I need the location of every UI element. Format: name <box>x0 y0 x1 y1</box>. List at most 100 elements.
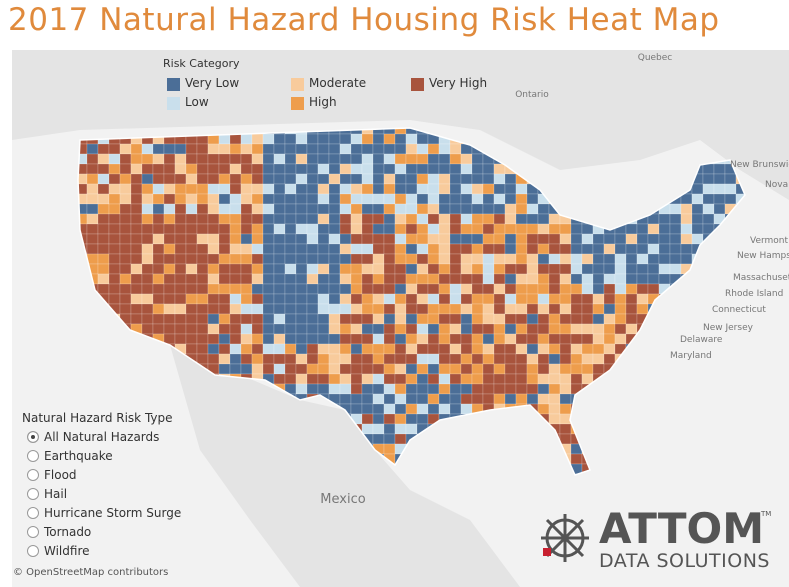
county-cell <box>328 353 341 365</box>
county-cell <box>449 263 462 275</box>
radio-label[interactable]: Earthquake <box>44 449 113 463</box>
county-cell <box>493 373 506 385</box>
radio-label[interactable]: Hurricane Storm Surge <box>44 506 182 520</box>
county-cell <box>592 333 605 345</box>
county-cell <box>702 203 715 215</box>
county-cell <box>317 143 330 155</box>
county-cell <box>383 143 396 155</box>
county-cell <box>86 233 99 245</box>
county-cell <box>581 243 594 255</box>
county-cell <box>273 233 286 245</box>
county-cell <box>108 153 121 165</box>
county-cell <box>361 273 374 285</box>
county-cell <box>526 343 539 355</box>
county-cell <box>504 183 517 195</box>
county-cell <box>350 283 363 295</box>
county-cell <box>350 333 363 345</box>
county-cell <box>251 323 264 335</box>
radio-button[interactable] <box>27 526 39 538</box>
county-cell <box>570 263 583 275</box>
legend-swatch <box>291 78 304 91</box>
county-cell <box>460 233 473 245</box>
county-cell <box>460 283 473 295</box>
radio-button[interactable] <box>27 431 39 443</box>
county-cell <box>383 253 396 265</box>
county-cell <box>262 253 275 265</box>
radio-button[interactable] <box>27 545 39 557</box>
county-cell <box>185 263 198 275</box>
county-cell <box>658 213 671 225</box>
county-cell <box>328 133 341 145</box>
county-cell <box>339 243 352 255</box>
county-cell <box>449 233 462 245</box>
county-cell <box>537 343 550 355</box>
county-cell <box>317 283 330 295</box>
county-cell <box>306 303 319 315</box>
county-cell <box>295 183 308 195</box>
county-cell <box>86 203 99 215</box>
county-cell <box>680 223 693 235</box>
county-cell <box>306 143 319 155</box>
county-cell <box>548 243 561 255</box>
county-cell <box>603 353 616 365</box>
county-cell <box>427 213 440 225</box>
county-cell <box>185 163 198 175</box>
radio-label[interactable]: Tornado <box>44 525 92 539</box>
county-cell <box>416 323 429 335</box>
county-cell <box>482 203 495 215</box>
county-cell <box>284 243 297 255</box>
radio-label[interactable]: Flood <box>44 468 77 482</box>
county-cell <box>504 303 517 315</box>
county-cell <box>614 323 627 335</box>
county-cell <box>240 163 253 175</box>
county-cell <box>482 263 495 275</box>
county-cell <box>295 383 308 395</box>
county-cell <box>416 183 429 195</box>
county-cell <box>405 313 418 325</box>
county-cell <box>537 383 550 395</box>
county-cell <box>207 313 220 325</box>
county-cell <box>614 333 627 345</box>
radio-label[interactable]: All Natural Hazards <box>44 430 160 444</box>
county-cell <box>328 343 341 355</box>
radio-label[interactable]: Wildfire <box>44 544 90 558</box>
county-cell <box>504 313 517 325</box>
county-cell <box>295 263 308 275</box>
county-cell <box>449 293 462 305</box>
radio-button[interactable] <box>27 450 39 462</box>
county-cell <box>559 353 572 365</box>
county-cell <box>691 203 704 215</box>
county-cell <box>526 213 539 225</box>
county-cell <box>361 223 374 235</box>
county-cell <box>614 303 627 315</box>
county-cell <box>559 393 572 405</box>
county-cell <box>350 203 363 215</box>
county-cell <box>196 263 209 275</box>
county-cell <box>537 223 550 235</box>
county-cell <box>581 313 594 325</box>
county-cell <box>240 203 253 215</box>
county-cell <box>141 173 154 185</box>
radio-label[interactable]: Hail <box>44 487 68 501</box>
county-cell <box>86 193 99 205</box>
county-cell <box>724 173 737 185</box>
mexico-land <box>170 345 520 587</box>
county-cell <box>130 303 143 315</box>
county-cell <box>581 303 594 315</box>
county-cell <box>537 353 550 365</box>
county-cell <box>713 163 726 175</box>
radio-button[interactable] <box>27 507 39 519</box>
county-cell <box>262 233 275 245</box>
county-cell <box>361 413 374 425</box>
radio-button[interactable] <box>27 488 39 500</box>
county-cell <box>163 183 176 195</box>
county-cell <box>361 133 374 145</box>
radio-button[interactable] <box>27 469 39 481</box>
county-cell <box>350 183 363 195</box>
county-cell <box>427 163 440 175</box>
county-cell <box>460 193 473 205</box>
county-cell <box>350 243 363 255</box>
county-cell <box>174 293 187 305</box>
county-cell <box>284 333 297 345</box>
county-cell <box>207 323 220 335</box>
